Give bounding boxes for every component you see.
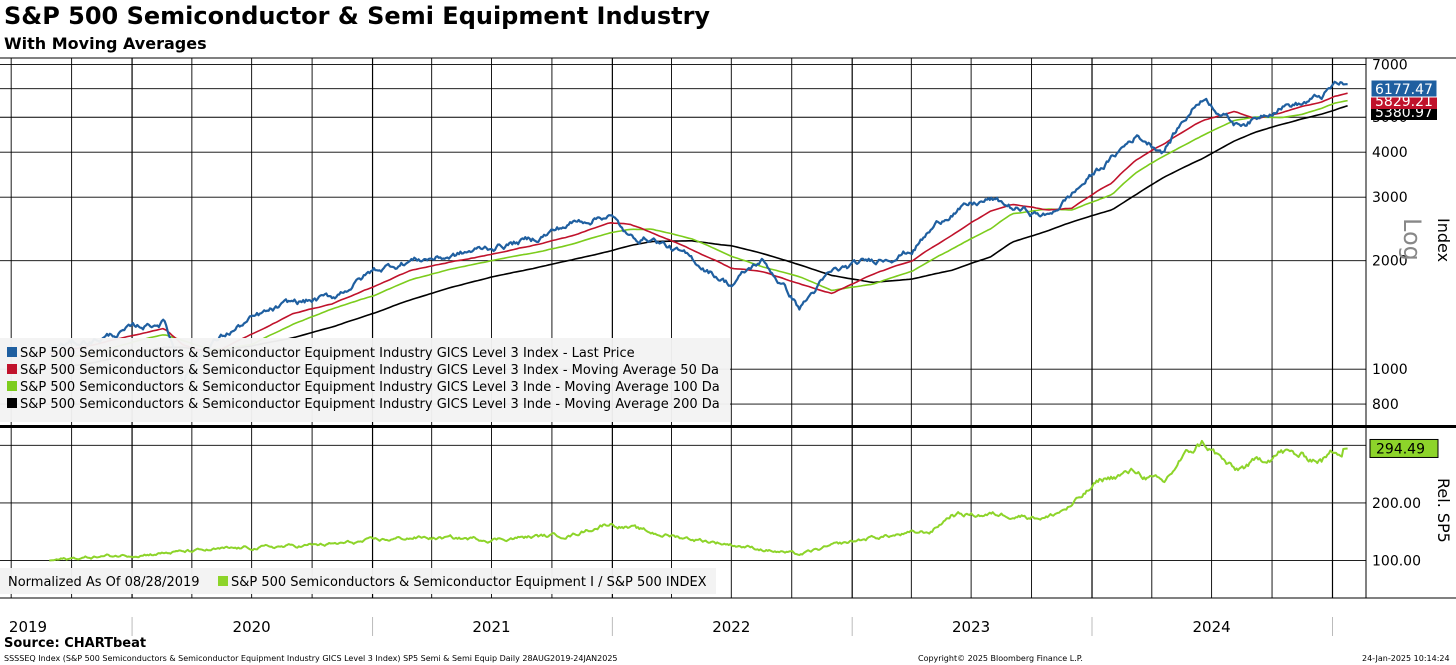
legend-entry: S&P 500 Semiconductors & Semiconductor E…	[20, 380, 720, 395]
x-tick-label: 2021	[472, 618, 510, 636]
last-value-label: 5829.21	[1375, 94, 1433, 110]
chart-title: S&P 500 Semiconductor & Semi Equipment I…	[4, 2, 711, 30]
y-tick-label: 2000	[1372, 254, 1408, 270]
series-ma-100	[49, 99, 1348, 361]
x-tick-label: 2024	[1193, 618, 1231, 636]
legend-swatch	[7, 381, 17, 391]
log-scale-note: Log	[1398, 218, 1426, 261]
legend-swatch	[218, 576, 228, 586]
source-note: Source: CHARTbeat	[4, 636, 147, 651]
last-value-badge	[1369, 438, 1439, 458]
legend-layer: S&P 500 Semiconductors & Semiconductor E…	[0, 338, 730, 594]
series-relative-sp5	[49, 439, 1348, 562]
y-tick-label: 800	[1372, 397, 1399, 413]
axis-layer: 800100020003000400050007000100.00200.005…	[0, 57, 1456, 636]
y-tick-label: 200.00	[1372, 496, 1421, 512]
legend-swatch	[7, 347, 17, 357]
chart-subtitle: With Moving Averages	[4, 34, 207, 53]
legend-entry: S&P 500 Semiconductors & Semiconductor E…	[20, 397, 720, 412]
series-last-price	[49, 80, 1348, 383]
normalization-note: Normalized As Of 08/28/2019	[8, 575, 200, 590]
y-tick-label: 7000	[1372, 58, 1408, 74]
y-axis-title: Index	[1434, 218, 1453, 262]
legend-entry: S&P 500 Semiconductors & Semiconductor E…	[231, 575, 707, 590]
legend-background	[0, 568, 716, 594]
x-tick-label: 2019	[9, 618, 47, 636]
legend-entry: S&P 500 Semiconductors & Semiconductor E…	[20, 363, 719, 378]
y-tick-label: 4000	[1372, 145, 1408, 161]
series-ma-200	[49, 104, 1348, 370]
footer-description: SSSSEQ Index (S&P 500 Semiconductors & S…	[4, 654, 618, 663]
y-axis-title: Rel. SP5	[1434, 478, 1453, 543]
x-tick-label: 2023	[952, 618, 990, 636]
y-tick-label: 3000	[1372, 190, 1408, 206]
legend-swatch	[7, 364, 17, 374]
grid	[0, 58, 1366, 598]
legend-swatch	[7, 398, 17, 408]
legend-entry: S&P 500 Semiconductors & Semiconductor E…	[20, 346, 635, 361]
footer-copyright: Copyright© 2025 Bloomberg Finance L.P.	[918, 654, 1083, 663]
footer-timestamp: 24-Jan-2025 10:14:24	[1362, 654, 1450, 663]
last-value-label: 294.49	[1376, 441, 1425, 457]
legend-background	[0, 338, 730, 422]
series-ma-50	[49, 92, 1348, 356]
y-tick-label: 1000	[1372, 362, 1408, 378]
y-tick-label: 100.00	[1372, 554, 1421, 570]
last-value-label: 6177.47	[1375, 82, 1433, 98]
x-tick-label: 2022	[712, 618, 750, 636]
series-layer	[49, 80, 1348, 562]
last-value-badge	[1370, 79, 1438, 98]
x-tick-label: 2020	[233, 618, 271, 636]
